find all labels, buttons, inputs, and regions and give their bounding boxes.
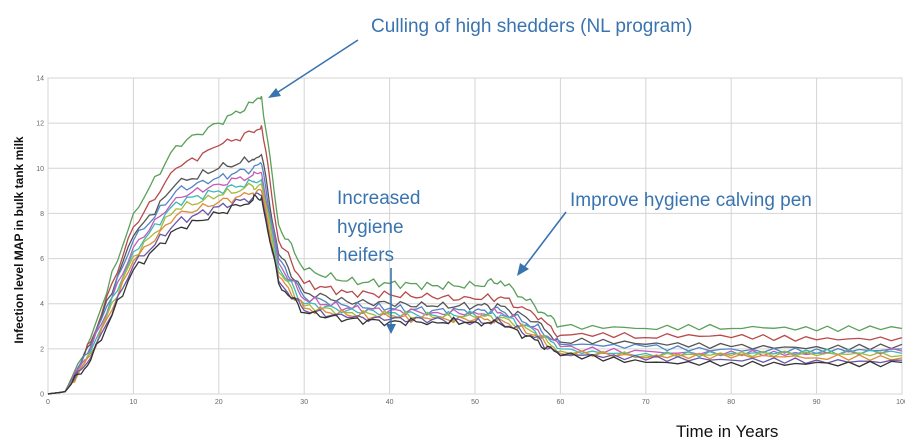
annotation-calving-pen: Improve hygiene calving pen: [517, 190, 812, 276]
x-tick-label-8: 80: [727, 399, 735, 406]
x-tick-label-4: 40: [386, 399, 394, 406]
series-line-9: [47, 192, 903, 395]
y-tick-label-7: 14: [36, 76, 44, 83]
y-tick-label-4: 8: [40, 211, 44, 218]
x-ticks: 0 10 20 30 40 50 60 70 80 90 100: [46, 399, 905, 406]
annotation-culling: Culling of high shedders (NL program): [268, 16, 692, 98]
y-tick-label-3: 6: [40, 256, 44, 263]
series-line-4: [47, 161, 903, 395]
x-tick-label-0: 0: [46, 399, 50, 406]
annotation-calving-pen-arrow-line: [521, 211, 567, 271]
x-tick-label-2: 20: [215, 399, 223, 406]
x-tick-label-9: 90: [813, 399, 821, 406]
series-line-2: [47, 125, 903, 395]
annotation-heifers-line-3: heifers: [337, 245, 394, 266]
y-tick-label-1: 2: [40, 346, 44, 353]
y-tick-label-6: 12: [36, 121, 44, 128]
annotation-heifers-line-1: Increased: [337, 188, 420, 209]
y-ticks: 0 2 4 6 8 10 12 14: [36, 76, 44, 399]
series-line-8: [47, 188, 903, 395]
annotation-heifers: Increased hygiene heifers: [337, 188, 420, 334]
x-tick-label-1: 10: [130, 399, 138, 406]
annotation-calving-pen-arrow-head: [517, 263, 529, 276]
series-line-10: [47, 194, 903, 395]
annotation-heifers-arrow-head: [386, 324, 396, 334]
x-tick-label-5: 50: [471, 399, 479, 406]
annotation-culling-arrow-head: [268, 88, 281, 98]
series-line-5: [47, 170, 903, 395]
series-line-3: [47, 153, 903, 395]
series-group: [47, 95, 903, 395]
x-tick-label-10: 100: [896, 399, 905, 406]
y-tick-label-2: 4: [40, 301, 44, 308]
annotation-heifers-line-2: hygiene: [337, 217, 404, 238]
x-axis-label: Time in Years: [676, 422, 778, 441]
y-axis-label: Infection level MAP in bulk tank milk: [12, 136, 26, 343]
annotation-culling-arrow-line: [271, 39, 359, 97]
annotation-calving-pen-text: Improve hygiene calving pen: [570, 190, 812, 211]
series-line-6: [47, 178, 903, 395]
series-line-1: [47, 95, 903, 395]
y-tick-label-5: 10: [36, 166, 44, 173]
annotation-culling-text: Culling of high shedders (NL program): [371, 16, 692, 37]
y-tick-label-0: 0: [40, 392, 44, 399]
x-tick-label-7: 70: [642, 399, 650, 406]
x-tick-label-6: 60: [557, 399, 565, 406]
x-tick-label-3: 30: [300, 399, 308, 406]
